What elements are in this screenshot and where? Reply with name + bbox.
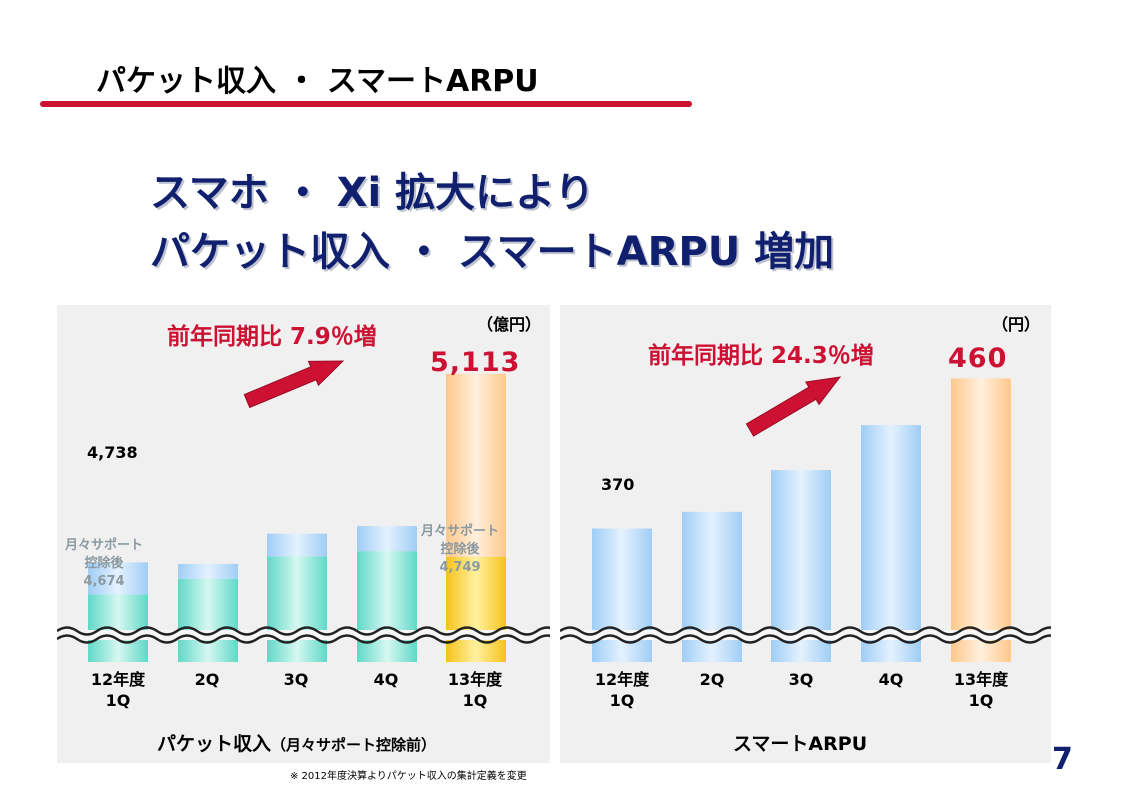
- latest-value-label: 460: [948, 343, 1007, 374]
- first-value-label: 4,738: [87, 443, 138, 462]
- x-tick-label: 4Q: [851, 669, 931, 690]
- growth-arrow: [746, 377, 840, 436]
- note-line: 月々サポート: [412, 523, 508, 541]
- net-of-discount-note: 月々サポート 控除後 4,749: [412, 523, 508, 577]
- note-line: 控除後: [56, 555, 152, 573]
- x-tick-label: 4Q: [346, 669, 426, 690]
- note-line: 控除後: [412, 541, 508, 559]
- headline-line-2: パケット収入 ・ スマートARPU 増加: [150, 219, 834, 277]
- page-number: 7: [1052, 742, 1073, 777]
- x-tick-label: 2Q: [167, 669, 247, 690]
- bar: [951, 378, 1011, 662]
- note-value: 4,674: [56, 573, 152, 591]
- note-line: 月々サポート: [56, 537, 152, 555]
- bar-gross: [178, 564, 238, 579]
- bar-net: [178, 579, 238, 662]
- bar-net: [357, 551, 417, 662]
- growth-arrow-icon: [746, 377, 840, 436]
- yoy-growth-label: 前年同期比 7.9％増: [167, 317, 377, 351]
- net-of-discount-note: 月々サポート 控除後 4,674: [56, 537, 152, 591]
- bar: [592, 529, 652, 662]
- x-tick-label: 13年度 1Q: [435, 669, 515, 711]
- chart-title: パケット収入（月々サポート控除前）: [157, 729, 436, 756]
- unit-label: （円）: [992, 311, 1040, 335]
- headline-line-1: スマホ ・ Xi 拡大により: [150, 160, 594, 218]
- x-tick-label: 12年度 1Q: [582, 669, 662, 711]
- growth-arrow-icon: [244, 361, 343, 407]
- chart-title: スマートARPU: [733, 729, 867, 756]
- x-tick-label: 12年度 1Q: [78, 669, 158, 711]
- bar-net: [88, 595, 148, 662]
- bar-gross: [267, 534, 327, 557]
- bar-net: [267, 556, 327, 662]
- first-value-label: 370: [601, 475, 634, 494]
- unit-label: （億円）: [477, 311, 541, 335]
- yoy-growth-label: 前年同期比 24.3％増: [648, 336, 874, 370]
- x-tick-label: 3Q: [761, 669, 841, 690]
- chart-title-main: パケット収入: [157, 733, 271, 755]
- note-value: 4,749: [412, 559, 508, 577]
- packet-revenue-panel: （億円） 前年同期比 7.9％増 5,113 4,738 月々サポート 控除後 …: [57, 305, 550, 763]
- page-heading: パケット収入 ・ スマートARPU: [96, 56, 539, 100]
- chart-title-sub: （月々サポート控除前）: [271, 736, 436, 754]
- latest-value-label: 5,113: [430, 347, 520, 378]
- x-tick-label: 2Q: [672, 669, 752, 690]
- x-tick-label: 3Q: [256, 669, 336, 690]
- heading-rule: [40, 101, 692, 107]
- bar-gross: [357, 526, 417, 551]
- footnote: ※ 2012年度決算よりパケット収入の集計定義を変更: [290, 767, 527, 782]
- smart-arpu-panel: （円） 前年同期比 24.3％増 460 370 12年度 1Q 2Q 3Q 4Q…: [560, 305, 1051, 763]
- x-tick-label: 13年度 1Q: [941, 669, 1021, 711]
- growth-arrow: [244, 361, 343, 407]
